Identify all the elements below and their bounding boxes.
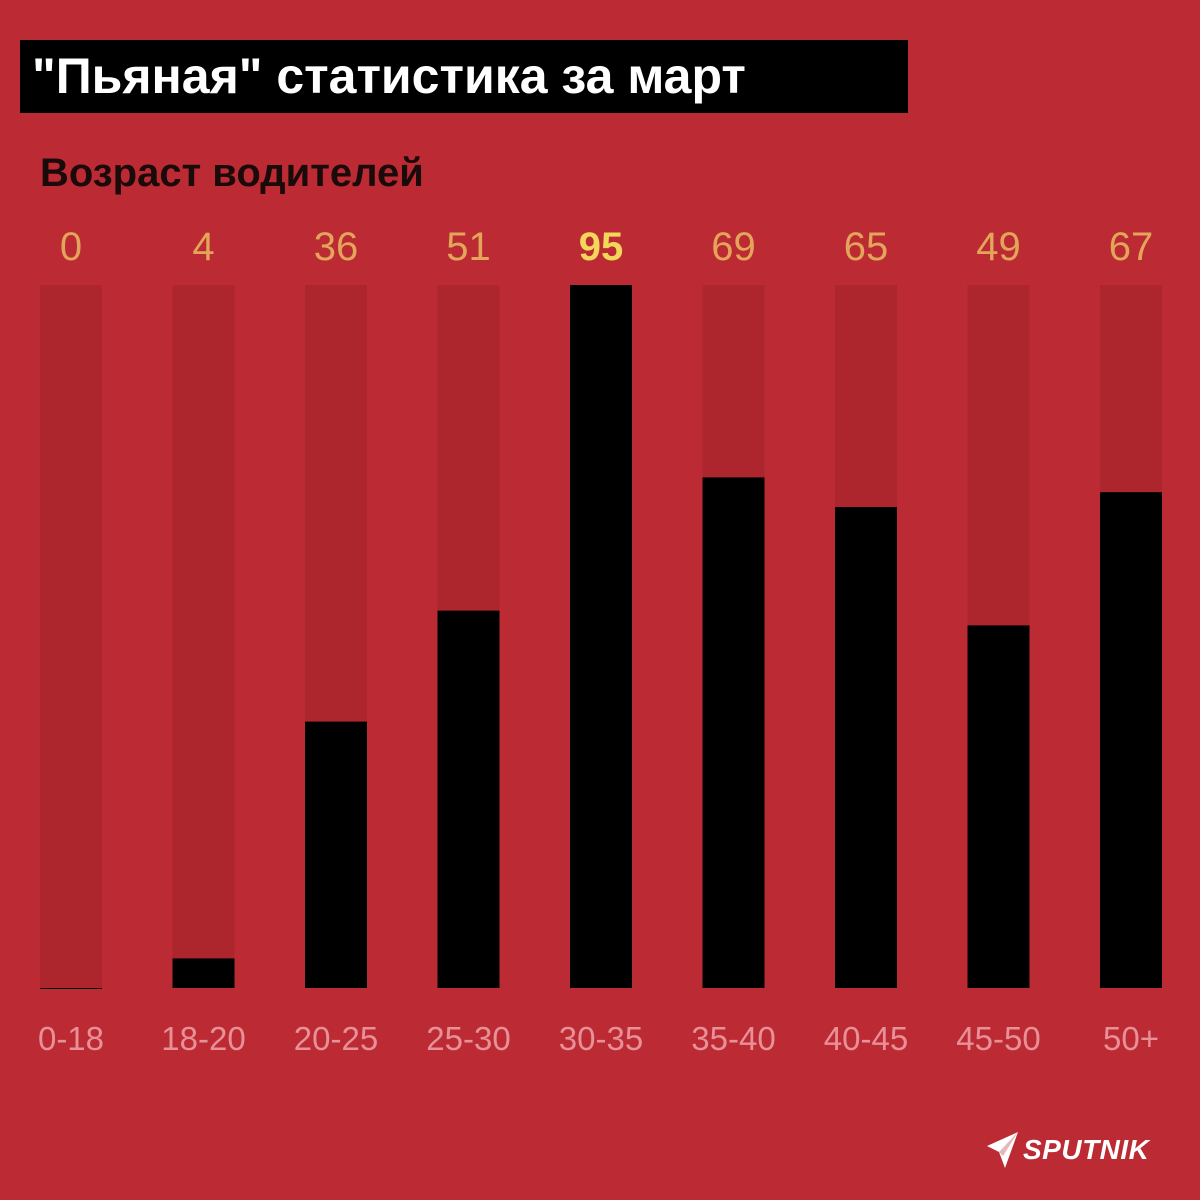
chart-title: "Пьяная" статистика за март xyxy=(32,48,746,104)
bar-track xyxy=(40,285,102,988)
bar xyxy=(1100,492,1162,988)
value-label: 67 xyxy=(1109,225,1154,269)
value-label: 65 xyxy=(844,225,889,269)
bar-track xyxy=(172,285,235,988)
value-label: 95 xyxy=(579,225,624,269)
category-label: 45-50 xyxy=(956,1020,1040,1057)
title-banner: "Пьяная" статистика за март xyxy=(20,40,908,113)
value-label: 49 xyxy=(976,225,1021,269)
bar xyxy=(835,507,897,988)
value-label: 0 xyxy=(60,225,82,269)
bar xyxy=(570,285,632,988)
bar xyxy=(40,988,102,989)
value-label: 69 xyxy=(711,225,756,269)
category-label: 0-18 xyxy=(38,1020,104,1057)
bar xyxy=(702,477,765,988)
bar xyxy=(172,958,235,988)
category-label: 20-25 xyxy=(294,1020,378,1057)
bar xyxy=(305,721,367,988)
value-label: 51 xyxy=(446,225,491,269)
category-label: 30-35 xyxy=(559,1020,643,1057)
bar xyxy=(967,625,1030,988)
chart-subtitle: Возраст водителей xyxy=(40,151,424,195)
category-label: 35-40 xyxy=(691,1020,775,1057)
category-label: 40-45 xyxy=(824,1020,908,1057)
category-label: 18-20 xyxy=(161,1020,245,1057)
bar xyxy=(437,610,500,988)
value-label: 36 xyxy=(314,225,359,269)
category-label: 50+ xyxy=(1103,1020,1159,1057)
category-label: 25-30 xyxy=(426,1020,510,1057)
brand-name: SPUTNIK xyxy=(1023,1134,1150,1165)
value-label: 4 xyxy=(192,225,214,269)
sputnik-logo-icon xyxy=(987,1132,1018,1168)
